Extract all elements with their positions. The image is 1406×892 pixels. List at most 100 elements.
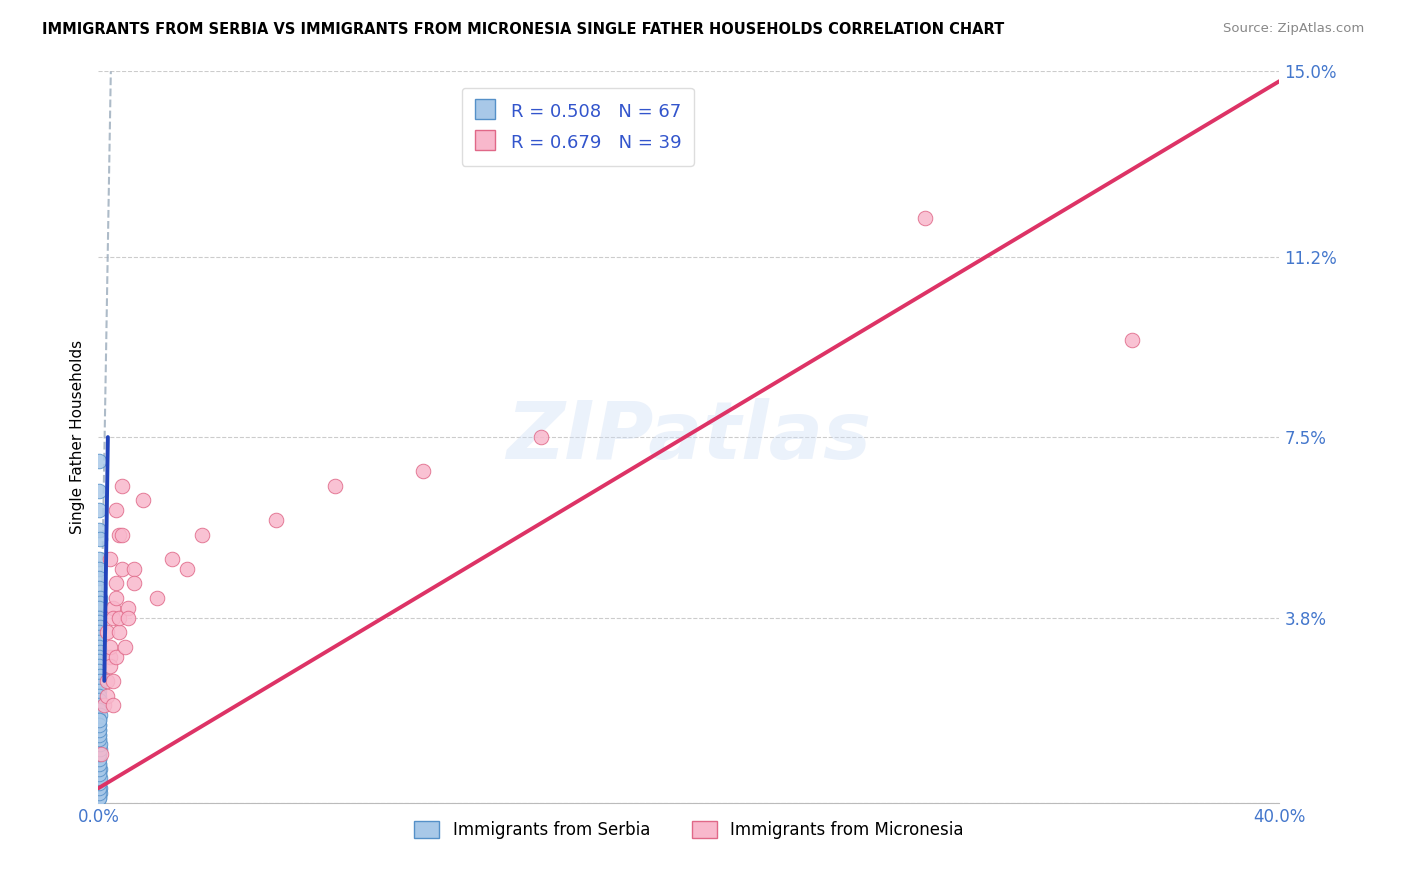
Point: [323, 479, 346, 493]
Point: [89, 747, 111, 761]
Point: [96, 673, 118, 688]
Point: [89, 581, 111, 595]
Point: [96, 625, 118, 640]
Point: [87, 625, 110, 640]
Point: [96, 689, 118, 703]
Point: [89, 630, 111, 644]
Point: [89, 483, 111, 498]
Point: [105, 591, 128, 605]
Point: [87, 742, 110, 756]
Point: [89, 596, 111, 610]
Point: [89, 693, 111, 707]
Point: [108, 625, 131, 640]
Point: [89, 615, 111, 630]
Point: [87, 689, 110, 703]
Point: [87, 791, 110, 805]
Point: [89, 723, 111, 737]
Text: IMMIGRANTS FROM SERBIA VS IMMIGRANTS FROM MICRONESIA SINGLE FATHER HOUSEHOLDS CO: IMMIGRANTS FROM SERBIA VS IMMIGRANTS FRO…: [42, 22, 1004, 37]
Point: [89, 654, 111, 668]
Point: [111, 479, 134, 493]
Point: [89, 781, 111, 796]
Point: [105, 649, 128, 664]
Point: [87, 659, 110, 673]
Point: [87, 776, 110, 790]
Point: [89, 776, 111, 790]
Point: [87, 766, 110, 780]
Point: [108, 527, 131, 541]
Point: [103, 698, 125, 713]
Point: [103, 610, 125, 624]
Point: [87, 562, 110, 576]
Text: Source: ZipAtlas.com: Source: ZipAtlas.com: [1223, 22, 1364, 36]
Point: [87, 727, 110, 741]
Point: [87, 679, 110, 693]
Point: [105, 576, 128, 591]
Point: [103, 600, 125, 615]
Legend: Immigrants from Serbia, Immigrants from Micronesia: Immigrants from Serbia, Immigrants from …: [408, 814, 970, 846]
Point: [89, 645, 111, 659]
Point: [89, 762, 111, 776]
Point: [89, 752, 111, 766]
Point: [98, 552, 121, 566]
Point: [103, 673, 125, 688]
Point: [264, 513, 287, 527]
Point: [87, 781, 110, 796]
Point: [530, 430, 553, 444]
Point: [89, 620, 111, 634]
Point: [87, 756, 110, 771]
Point: [89, 673, 111, 688]
Point: [89, 762, 111, 776]
Point: [89, 708, 111, 723]
Point: [98, 659, 121, 673]
Point: [1121, 333, 1143, 347]
Point: [412, 464, 434, 478]
Point: [87, 718, 110, 732]
Point: [87, 454, 110, 468]
Point: [87, 732, 110, 747]
Point: [87, 698, 110, 713]
Point: [87, 747, 110, 761]
Point: [111, 527, 134, 541]
Point: [89, 772, 111, 786]
Point: [89, 683, 111, 698]
Point: [89, 786, 111, 800]
Point: [111, 562, 134, 576]
Point: [122, 562, 145, 576]
Point: [87, 503, 110, 517]
Point: [914, 211, 936, 225]
Point: [87, 649, 110, 664]
Point: [89, 591, 111, 605]
Point: [89, 786, 111, 800]
Point: [89, 600, 111, 615]
Point: [89, 742, 111, 756]
Point: [89, 552, 111, 566]
Point: [117, 610, 139, 624]
Point: [89, 664, 111, 678]
Point: [89, 791, 111, 805]
Y-axis label: Single Father Households: Single Father Households: [69, 340, 84, 534]
Point: [98, 640, 121, 654]
Point: [146, 591, 169, 605]
Point: [87, 766, 110, 780]
Point: [89, 713, 111, 727]
Point: [89, 703, 111, 717]
Point: [132, 493, 155, 508]
Point: [89, 523, 111, 537]
Point: [93, 698, 115, 713]
Point: [87, 752, 110, 766]
Point: [87, 572, 110, 586]
Point: [87, 610, 110, 624]
Point: [89, 727, 111, 741]
Point: [89, 718, 111, 732]
Point: [87, 713, 110, 727]
Point: [105, 503, 128, 517]
Point: [89, 737, 111, 751]
Point: [87, 723, 110, 737]
Point: [191, 527, 214, 541]
Point: [89, 737, 111, 751]
Text: ZIPatlas: ZIPatlas: [506, 398, 872, 476]
Point: [176, 562, 198, 576]
Point: [122, 576, 145, 591]
Point: [89, 772, 111, 786]
Point: [89, 669, 111, 683]
